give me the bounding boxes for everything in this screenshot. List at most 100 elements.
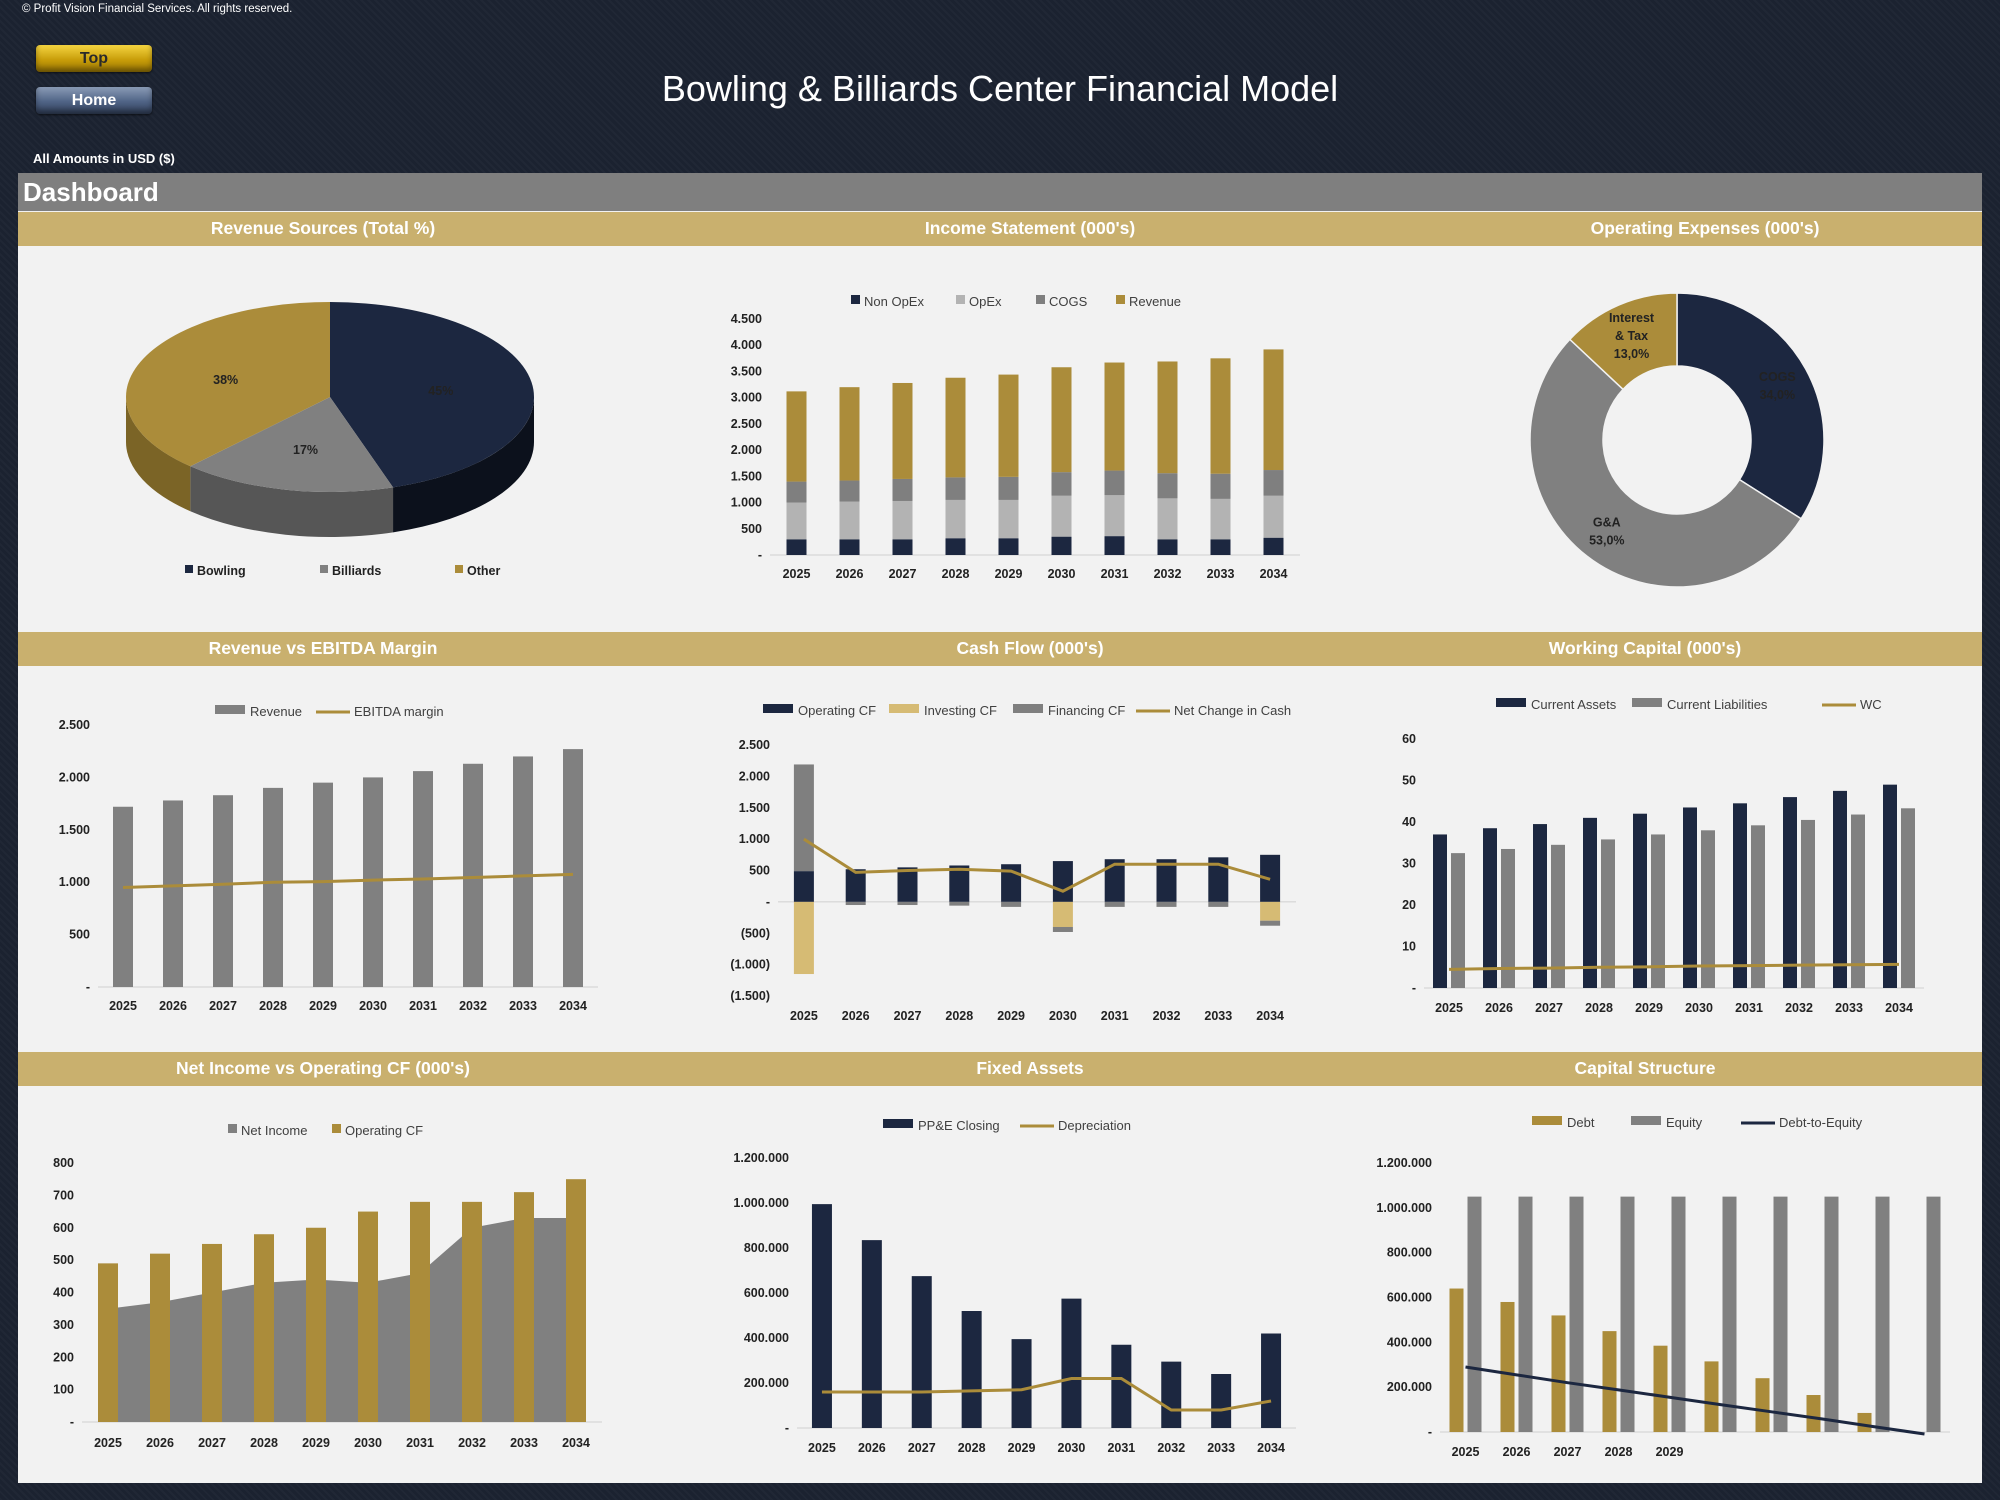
- bar-opex: [839, 501, 860, 540]
- bar-equity: [1467, 1196, 1482, 1432]
- bar-operating-cf: [1104, 859, 1125, 902]
- bar-opex: [945, 499, 966, 539]
- bar-financing-cf: [1052, 926, 1073, 932]
- top-button[interactable]: Top: [36, 45, 152, 72]
- legend-label: Financing CF: [1048, 703, 1125, 718]
- x-tick-label: 2025: [109, 999, 137, 1013]
- x-tick-label: 2027: [1535, 1001, 1563, 1015]
- y-tick-label: 1.200.000: [1376, 1156, 1432, 1170]
- legend-label: COGS: [1049, 294, 1088, 309]
- bar-financing-cf: [845, 901, 866, 906]
- bar-revenue: [1104, 362, 1125, 471]
- legend-label: Revenue: [250, 704, 302, 719]
- bar-opex: [892, 500, 913, 540]
- x-tick-label: 2025: [1435, 1001, 1463, 1015]
- bar-ppe-closing: [961, 1311, 982, 1428]
- y-tick-label: -: [86, 980, 90, 994]
- bar-opex: [1104, 495, 1125, 537]
- y-tick-label: 500: [741, 522, 762, 536]
- bar-equity: [1824, 1196, 1839, 1432]
- x-tick-label: 2032: [458, 1436, 486, 1450]
- x-tick-label: 2030: [359, 999, 387, 1013]
- bar-financing-cf: [1104, 901, 1125, 907]
- x-tick-label: 2034: [559, 999, 587, 1013]
- bar-debt: [1704, 1361, 1719, 1432]
- pie-slice-billiards: [190, 397, 394, 492]
- bar-cogs: [786, 481, 807, 503]
- legend-label: Bowling: [197, 564, 246, 578]
- x-tick-label: 2026: [1503, 1445, 1531, 1459]
- bar-current-assets: [1833, 790, 1847, 988]
- bar-financing-cf: [949, 901, 970, 906]
- bar-equity: [1773, 1196, 1788, 1432]
- x-tick-label: 2032: [1785, 1001, 1813, 1015]
- x-tick-label: 2032: [1154, 567, 1182, 581]
- y-tick-label: 500: [749, 864, 770, 878]
- y-tick-label: 600: [53, 1221, 74, 1235]
- x-tick-label: 2025: [94, 1436, 122, 1450]
- x-tick-label: 2029: [1008, 1441, 1036, 1455]
- bar-ppe-closing: [1161, 1361, 1182, 1428]
- home-button[interactable]: Home: [36, 87, 152, 114]
- y-tick-label: 500: [69, 928, 90, 942]
- bar-non-opex: [892, 539, 913, 555]
- x-tick-label: 2032: [459, 999, 487, 1013]
- donut-data-label: 34,0%: [1760, 388, 1795, 402]
- pie-slice-other: [126, 302, 330, 467]
- chart-title-income: Income Statement (000's): [924, 218, 1136, 238]
- bar-debt: [1806, 1395, 1821, 1432]
- bar-non-opex: [1051, 536, 1072, 555]
- x-tick-label: 2026: [842, 1009, 870, 1023]
- bar-cogs: [945, 477, 966, 500]
- line-wc: [1448, 962, 1900, 971]
- bar-ppe-closing: [1261, 1333, 1282, 1428]
- x-tick-label: 2026: [1485, 1001, 1513, 1015]
- chart-title-capital: Capital Structure: [1574, 1058, 1716, 1078]
- bar-opex: [998, 499, 1019, 539]
- bar-current-liabilities: [1801, 819, 1815, 988]
- x-tick-label: 2029: [997, 1009, 1025, 1023]
- bar-opex: [786, 502, 807, 540]
- line-depreciation: [821, 1377, 1272, 1412]
- donut-data-label: COGS: [1759, 370, 1796, 384]
- x-tick-label: 2028: [1605, 1445, 1633, 1459]
- bar-revenue: [563, 749, 583, 987]
- y-tick-label: 4.000: [731, 338, 762, 352]
- legend-marker: [1036, 295, 1045, 304]
- bar-revenue: [363, 777, 383, 987]
- y-tick-label: 40: [1402, 815, 1416, 829]
- bar-non-opex: [1157, 539, 1178, 555]
- y-tick-label: 200.000: [1387, 1380, 1432, 1394]
- legend-label: Investing CF: [924, 703, 997, 718]
- bar-operating-cf: [514, 1192, 534, 1422]
- bar-debt: [1857, 1412, 1872, 1432]
- x-tick-label: 2034: [562, 1436, 590, 1450]
- bar-debt: [1551, 1315, 1566, 1432]
- bar-equity: [1671, 1196, 1686, 1432]
- x-tick-label: 2027: [198, 1436, 226, 1450]
- chart-title-wc: Working Capital (000's): [1548, 638, 1742, 658]
- bar-debt: [1500, 1301, 1515, 1432]
- x-tick-label: 2025: [790, 1009, 818, 1023]
- bar-opex: [1051, 495, 1072, 537]
- pie-slice-side: [126, 397, 191, 512]
- legend-label: WC: [1860, 697, 1882, 712]
- legend-marker: [185, 565, 193, 573]
- x-tick-label: 2030: [1058, 1441, 1086, 1455]
- x-tick-label: 2034: [1885, 1001, 1913, 1015]
- line-debt-to-equity: [1465, 1365, 1925, 1436]
- bar-revenue: [513, 756, 533, 987]
- bar-operating-cf: [949, 865, 970, 902]
- bar-current-assets: [1733, 803, 1747, 988]
- dashboard-header: Dashboard: [18, 173, 1982, 211]
- y-tick-label: 200.000: [744, 1376, 789, 1390]
- y-tick-label: 800: [53, 1156, 74, 1170]
- legend-label: Operating CF: [345, 1123, 423, 1138]
- y-tick-label: 400: [53, 1286, 74, 1300]
- y-tick-label: 2.000: [731, 443, 762, 457]
- bar-opex: [1210, 498, 1231, 540]
- bar-cogs: [1051, 472, 1072, 496]
- bar-revenue: [313, 782, 333, 987]
- bar-cogs: [1263, 470, 1284, 496]
